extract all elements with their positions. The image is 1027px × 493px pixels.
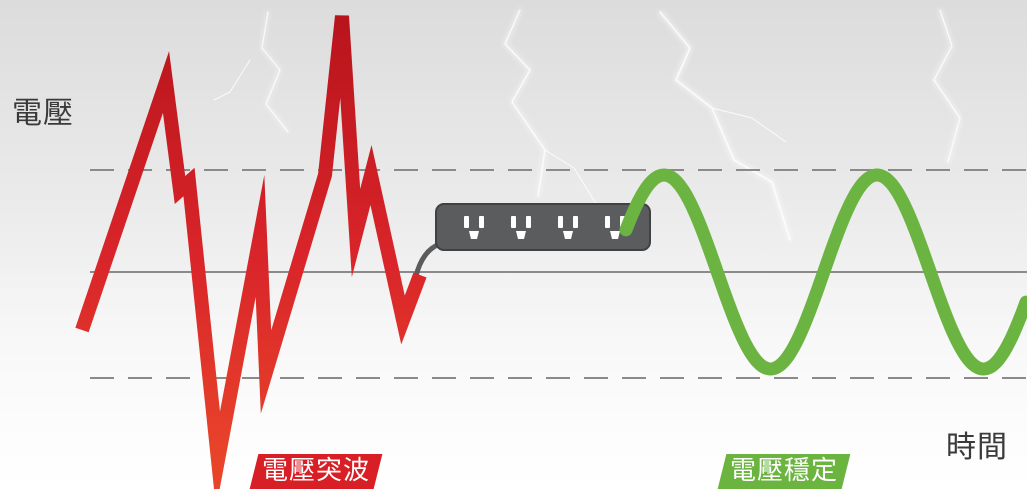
surge-wave (75, 15, 427, 493)
stable-tag-text: 電壓穩定 (730, 456, 839, 486)
outlet-icon (511, 216, 531, 239)
stable-wave (619, 168, 1027, 376)
voltage-axis-label: 電壓 (12, 96, 74, 131)
outlet-icon (464, 216, 484, 239)
time-axis-label: 時間 (946, 430, 1008, 465)
power-strip-icon (435, 203, 651, 251)
stable-tag: 電壓穩定 (717, 454, 851, 489)
lightning-bolt-icon (213, 8, 962, 242)
surge-tag: 電壓突波 (249, 454, 383, 489)
surge-tag-text: 電壓突波 (262, 456, 371, 486)
outlet-icon (558, 216, 578, 239)
